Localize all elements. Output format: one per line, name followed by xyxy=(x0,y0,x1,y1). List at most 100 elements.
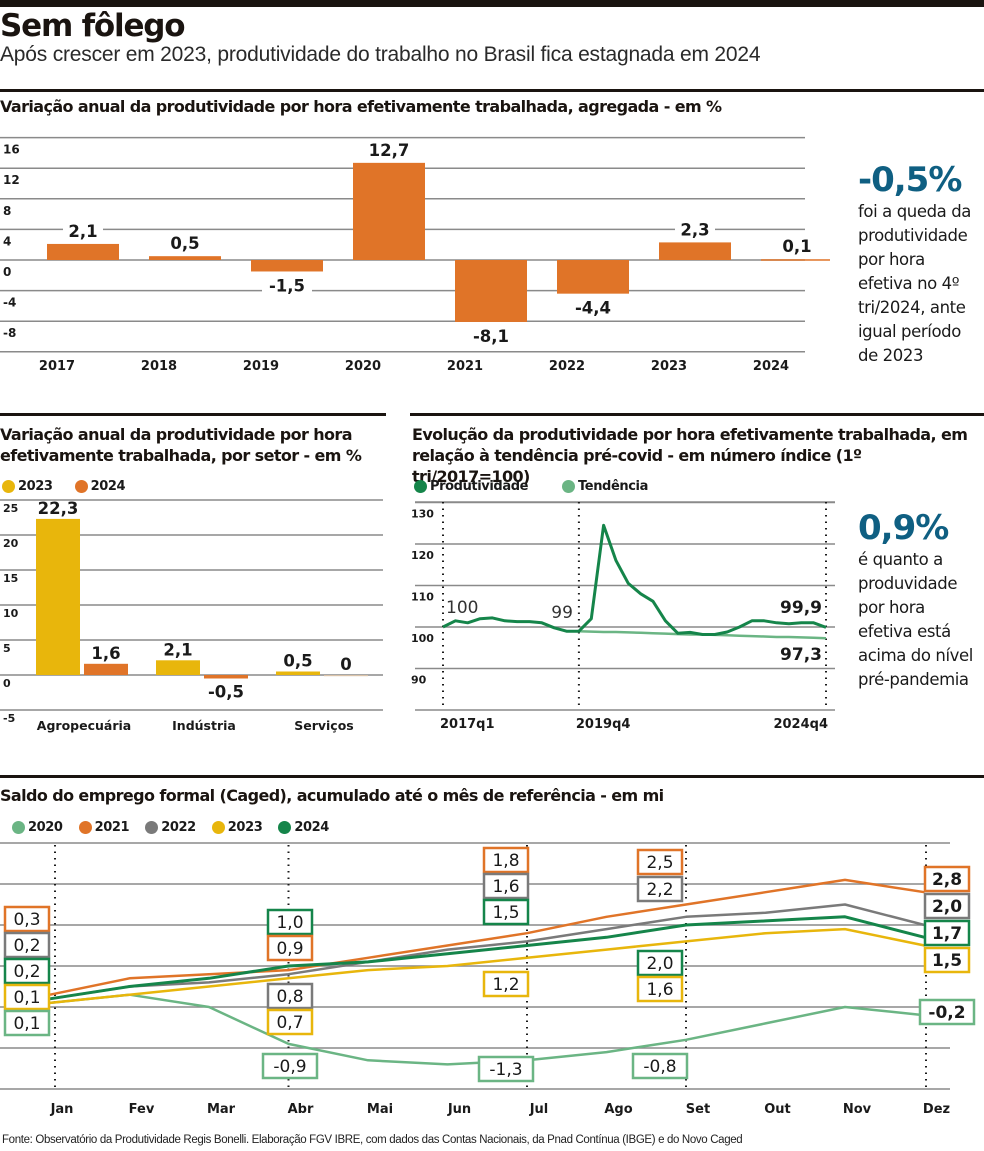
note-line: efetiva no 4º xyxy=(858,274,960,293)
note-line: pré-pandemia xyxy=(858,670,969,689)
y-tick-label: 100 xyxy=(411,632,434,645)
source-footer: Fonte: Observatório da Produtividade Reg… xyxy=(2,1134,743,1146)
data-label: -8,1 xyxy=(473,327,509,346)
value-label-abr-2022: 0,8 xyxy=(276,987,303,1007)
value-label-abr-2020-box xyxy=(261,1052,319,1080)
value-label-jul-2021-box xyxy=(482,846,530,874)
bar-2018 xyxy=(149,256,221,260)
series-line-2021 xyxy=(49,878,925,996)
y-tick-label: -4 xyxy=(3,296,16,310)
legend-item-2022: 2022 xyxy=(145,820,196,835)
legend-dot-tendencia xyxy=(562,480,576,493)
legend-dot-produtividade xyxy=(414,480,427,493)
value-label-jan-2020: 0,1 xyxy=(13,1014,40,1034)
x-tick-label: 2017 xyxy=(39,359,75,374)
value-label-set-2020: -0,8 xyxy=(643,1057,676,1077)
value-label-jul-2022: 1,6 xyxy=(492,877,519,897)
index-legend: Produtividade Tendência xyxy=(414,479,664,494)
annotation-label: 97,3 xyxy=(780,645,822,665)
value-label-dez-2024: 1,7 xyxy=(932,924,962,944)
y-tick-label: 5 xyxy=(3,642,11,655)
series-line-produtividade xyxy=(442,523,827,636)
value-label-jan-2022: 0,2 xyxy=(13,936,40,956)
value-label-abr-2022-box xyxy=(266,982,314,1010)
note-line: tri/2024, ante xyxy=(858,298,966,317)
legend-dot xyxy=(12,821,25,834)
value-label-abr-2020: -0,9 xyxy=(273,1057,306,1077)
series-line-2020 xyxy=(49,993,925,1066)
value-label-set-2021-box xyxy=(636,848,684,876)
note-index-value: 0,9% xyxy=(858,508,949,548)
x-tick-label: Dez xyxy=(923,1102,950,1117)
value-label-jul-2024: 1,5 xyxy=(492,903,519,923)
data-label: 22,3 xyxy=(38,499,79,518)
data-label: 2,1 xyxy=(163,640,192,659)
note-line: foi a queda da xyxy=(858,202,971,221)
x-tick-label: 2019q4 xyxy=(576,717,631,732)
section-divider xyxy=(0,89,984,92)
legend-item-2024: 2024 xyxy=(278,820,329,835)
note-line: produtividade xyxy=(858,226,968,245)
value-label-jan-2021: 0,3 xyxy=(13,910,40,930)
x-tick-label: 2022 xyxy=(549,359,585,374)
y-tick-label: 12 xyxy=(3,173,20,187)
note-line: por hora xyxy=(858,598,925,617)
value-label-set-2022-box xyxy=(636,875,684,903)
value-label-jul-2021: 1,8 xyxy=(492,851,519,871)
value-label-jul-2020-box xyxy=(477,1055,535,1083)
bar-Agropecuária-2024 xyxy=(84,663,128,675)
value-label-dez-2020: -0,2 xyxy=(928,1003,965,1023)
note-line: por hora xyxy=(858,250,925,269)
data-label-bg xyxy=(165,233,205,254)
section-divider xyxy=(0,413,386,416)
legend-label: Produtividade xyxy=(430,479,529,494)
sector-productivity-chart: 25 20 15 10 5 0 -5 22,3 1,6 Agropecuária 2,1 -0,5 In… xyxy=(0,499,383,733)
legend-item-2023: 2023 xyxy=(2,479,53,494)
x-tick-label: 2017q1 xyxy=(440,717,495,732)
value-label-abr-2023: 0,7 xyxy=(276,1013,303,1033)
value-label-jan-2023-box xyxy=(3,983,51,1011)
note-index: 0,9% é quanto a produvidade por hora efetiv… xyxy=(858,508,984,692)
legend-dot xyxy=(278,821,292,834)
data-label-bg xyxy=(466,325,516,346)
data-label: 2,3 xyxy=(680,220,709,239)
value-label-jan-2021-box xyxy=(3,905,51,933)
data-label: -1,5 xyxy=(269,276,305,295)
index-chart-title: Evolução da produtividade por hora efeti… xyxy=(412,425,968,486)
series-line-2024 xyxy=(49,915,925,1001)
value-label-set-2024-box xyxy=(636,949,684,977)
annotation-label: 99 xyxy=(551,603,573,623)
x-tick-label: Out xyxy=(764,1102,791,1117)
data-label-bg xyxy=(262,275,312,296)
note-line: igual período xyxy=(858,322,961,341)
caged-employment-chart: Jan Fev Mar Abr Mai Jun Jul Ago Set Out Nov Dez 0,3 0… xyxy=(0,842,976,1117)
data-label: 12,7 xyxy=(369,141,410,160)
x-tick-label: Ago xyxy=(604,1102,632,1117)
legend-dot xyxy=(145,821,159,834)
series-line-2023 xyxy=(49,927,925,1005)
legend-dot xyxy=(78,821,92,834)
value-label-set-2023: 1,6 xyxy=(646,980,673,1000)
value-label-dez-2022: 2,0 xyxy=(932,897,962,917)
data-label: 1,6 xyxy=(91,644,120,663)
legend-label: 2023 xyxy=(18,479,53,494)
note-index-text: é quanto a produvidade por hora efetiva est… xyxy=(858,548,984,692)
value-label-dez-2020-box xyxy=(918,998,976,1026)
y-tick-label: 16 xyxy=(3,143,20,157)
bar-Indústria-2024 xyxy=(204,675,248,679)
value-label-set-2020-box xyxy=(631,1052,689,1080)
y-tick-label: 120 xyxy=(411,549,434,562)
value-label-jul-2023: 1,2 xyxy=(492,975,519,995)
legend-item-2021: 2021 xyxy=(78,820,130,835)
x-tick-label: Set xyxy=(686,1102,710,1117)
legend-item-2020: 2020 xyxy=(12,820,63,835)
value-label-jul-2020: -1,3 xyxy=(489,1060,522,1080)
legend-label: 2023 xyxy=(227,820,263,835)
value-label-abr-2021-box xyxy=(266,934,314,962)
legend-label: 2024 xyxy=(90,479,126,494)
bar-Agropecuária-2023 xyxy=(36,518,80,675)
x-tick-label: 2023 xyxy=(651,359,687,374)
x-tick-label: Fev xyxy=(129,1102,155,1117)
data-label-bg xyxy=(675,219,715,240)
section-divider xyxy=(410,413,984,416)
